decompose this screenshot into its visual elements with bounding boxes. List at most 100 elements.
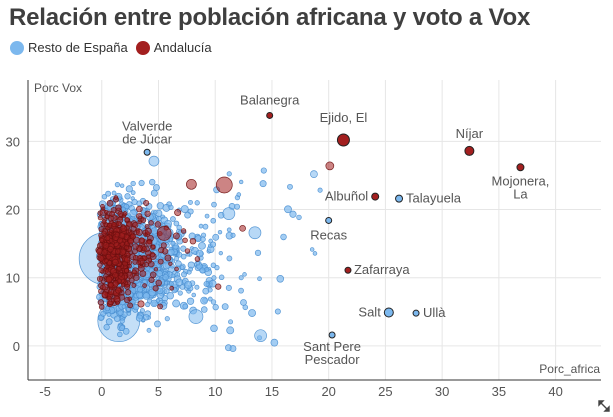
labeled-point — [412, 309, 420, 317]
data-point — [102, 242, 110, 249]
point-label: Talayuela — [406, 191, 462, 206]
data-point — [211, 275, 217, 281]
data-point — [238, 179, 244, 185]
legend-swatch-andalucia — [135, 40, 150, 55]
data-point — [179, 284, 186, 290]
data-point — [175, 278, 184, 287]
data-point — [125, 185, 133, 193]
data-point — [194, 284, 200, 290]
data-point — [312, 251, 318, 256]
data-point — [274, 308, 281, 315]
data-point — [208, 279, 217, 288]
point-label-line: La — [513, 186, 528, 201]
data-point — [145, 239, 153, 247]
y-tick-label: 30 — [6, 134, 20, 149]
point-label: Mojonera, La — [492, 173, 550, 201]
data-point — [182, 303, 189, 310]
big-point — [248, 226, 262, 240]
data-point — [210, 241, 217, 248]
data-point — [138, 179, 145, 187]
expand-icon[interactable] — [598, 400, 610, 412]
big-point — [325, 161, 335, 171]
data-point — [115, 204, 122, 211]
data-point — [317, 187, 323, 193]
data-point — [121, 304, 127, 309]
data-point — [280, 233, 287, 241]
legend-item-andalucia: Andalucía — [135, 40, 212, 55]
data-point — [124, 268, 129, 274]
data-point — [200, 306, 208, 313]
x-tick-label: 15 — [265, 384, 279, 399]
data-point — [98, 242, 104, 247]
data-point — [145, 301, 151, 308]
data-point — [172, 232, 180, 240]
data-point — [138, 237, 146, 244]
data-point — [174, 256, 179, 262]
data-point — [170, 273, 176, 279]
data-point — [119, 318, 125, 324]
data-point — [156, 215, 162, 222]
data-point — [240, 299, 247, 306]
data-point — [122, 211, 128, 216]
data-point — [117, 309, 124, 316]
data-point — [194, 256, 201, 262]
data-point — [226, 227, 232, 233]
data-point — [105, 276, 113, 284]
data-point — [155, 279, 162, 287]
data-point — [137, 265, 145, 272]
data-point — [144, 227, 152, 235]
data-point — [101, 193, 108, 200]
data-point — [101, 219, 107, 224]
data-point — [143, 200, 150, 207]
data-point — [217, 229, 223, 235]
legend-swatch-resto — [10, 40, 24, 55]
data-point — [124, 216, 130, 223]
data-point — [150, 189, 158, 197]
data-point — [136, 205, 143, 213]
data-point — [162, 274, 169, 281]
data-point — [114, 232, 120, 238]
data-point — [120, 225, 127, 232]
data-point — [150, 299, 158, 308]
data-point — [100, 204, 105, 209]
data-point — [226, 255, 233, 262]
big-point — [148, 155, 160, 167]
data-point — [145, 249, 152, 257]
data-point — [259, 180, 267, 188]
data-point — [142, 292, 151, 300]
data-point — [238, 275, 244, 281]
x-tick-label: 20 — [321, 384, 335, 399]
y-tick-label: 10 — [6, 271, 20, 286]
data-point — [129, 209, 137, 218]
data-point — [125, 289, 132, 296]
point-label: Zafarraya — [354, 262, 410, 277]
labeled-point — [328, 331, 336, 339]
data-point — [210, 324, 218, 333]
x-tick-label: 30 — [435, 384, 449, 399]
data-point — [210, 299, 217, 305]
data-point — [143, 314, 150, 321]
data-point — [164, 254, 172, 262]
data-point — [170, 240, 176, 247]
data-point — [116, 220, 122, 226]
data-point — [113, 315, 121, 322]
data-point — [97, 262, 103, 268]
data-point — [169, 285, 175, 291]
data-point — [189, 237, 197, 245]
data-point — [106, 295, 112, 301]
x-tick-label: -5 — [39, 384, 51, 399]
data-point — [200, 296, 208, 305]
point-label: Ejido, El — [320, 110, 368, 125]
data-point — [97, 255, 105, 262]
data-point — [168, 204, 174, 210]
data-point — [287, 183, 293, 190]
data-point — [105, 190, 112, 197]
data-point — [142, 283, 147, 288]
data-point — [203, 280, 210, 287]
legend-item-resto: Resto de España — [10, 40, 128, 55]
data-point — [175, 260, 182, 268]
data-point — [104, 306, 110, 312]
labeled-point — [464, 145, 475, 156]
data-point — [105, 318, 113, 325]
data-point — [195, 249, 204, 258]
